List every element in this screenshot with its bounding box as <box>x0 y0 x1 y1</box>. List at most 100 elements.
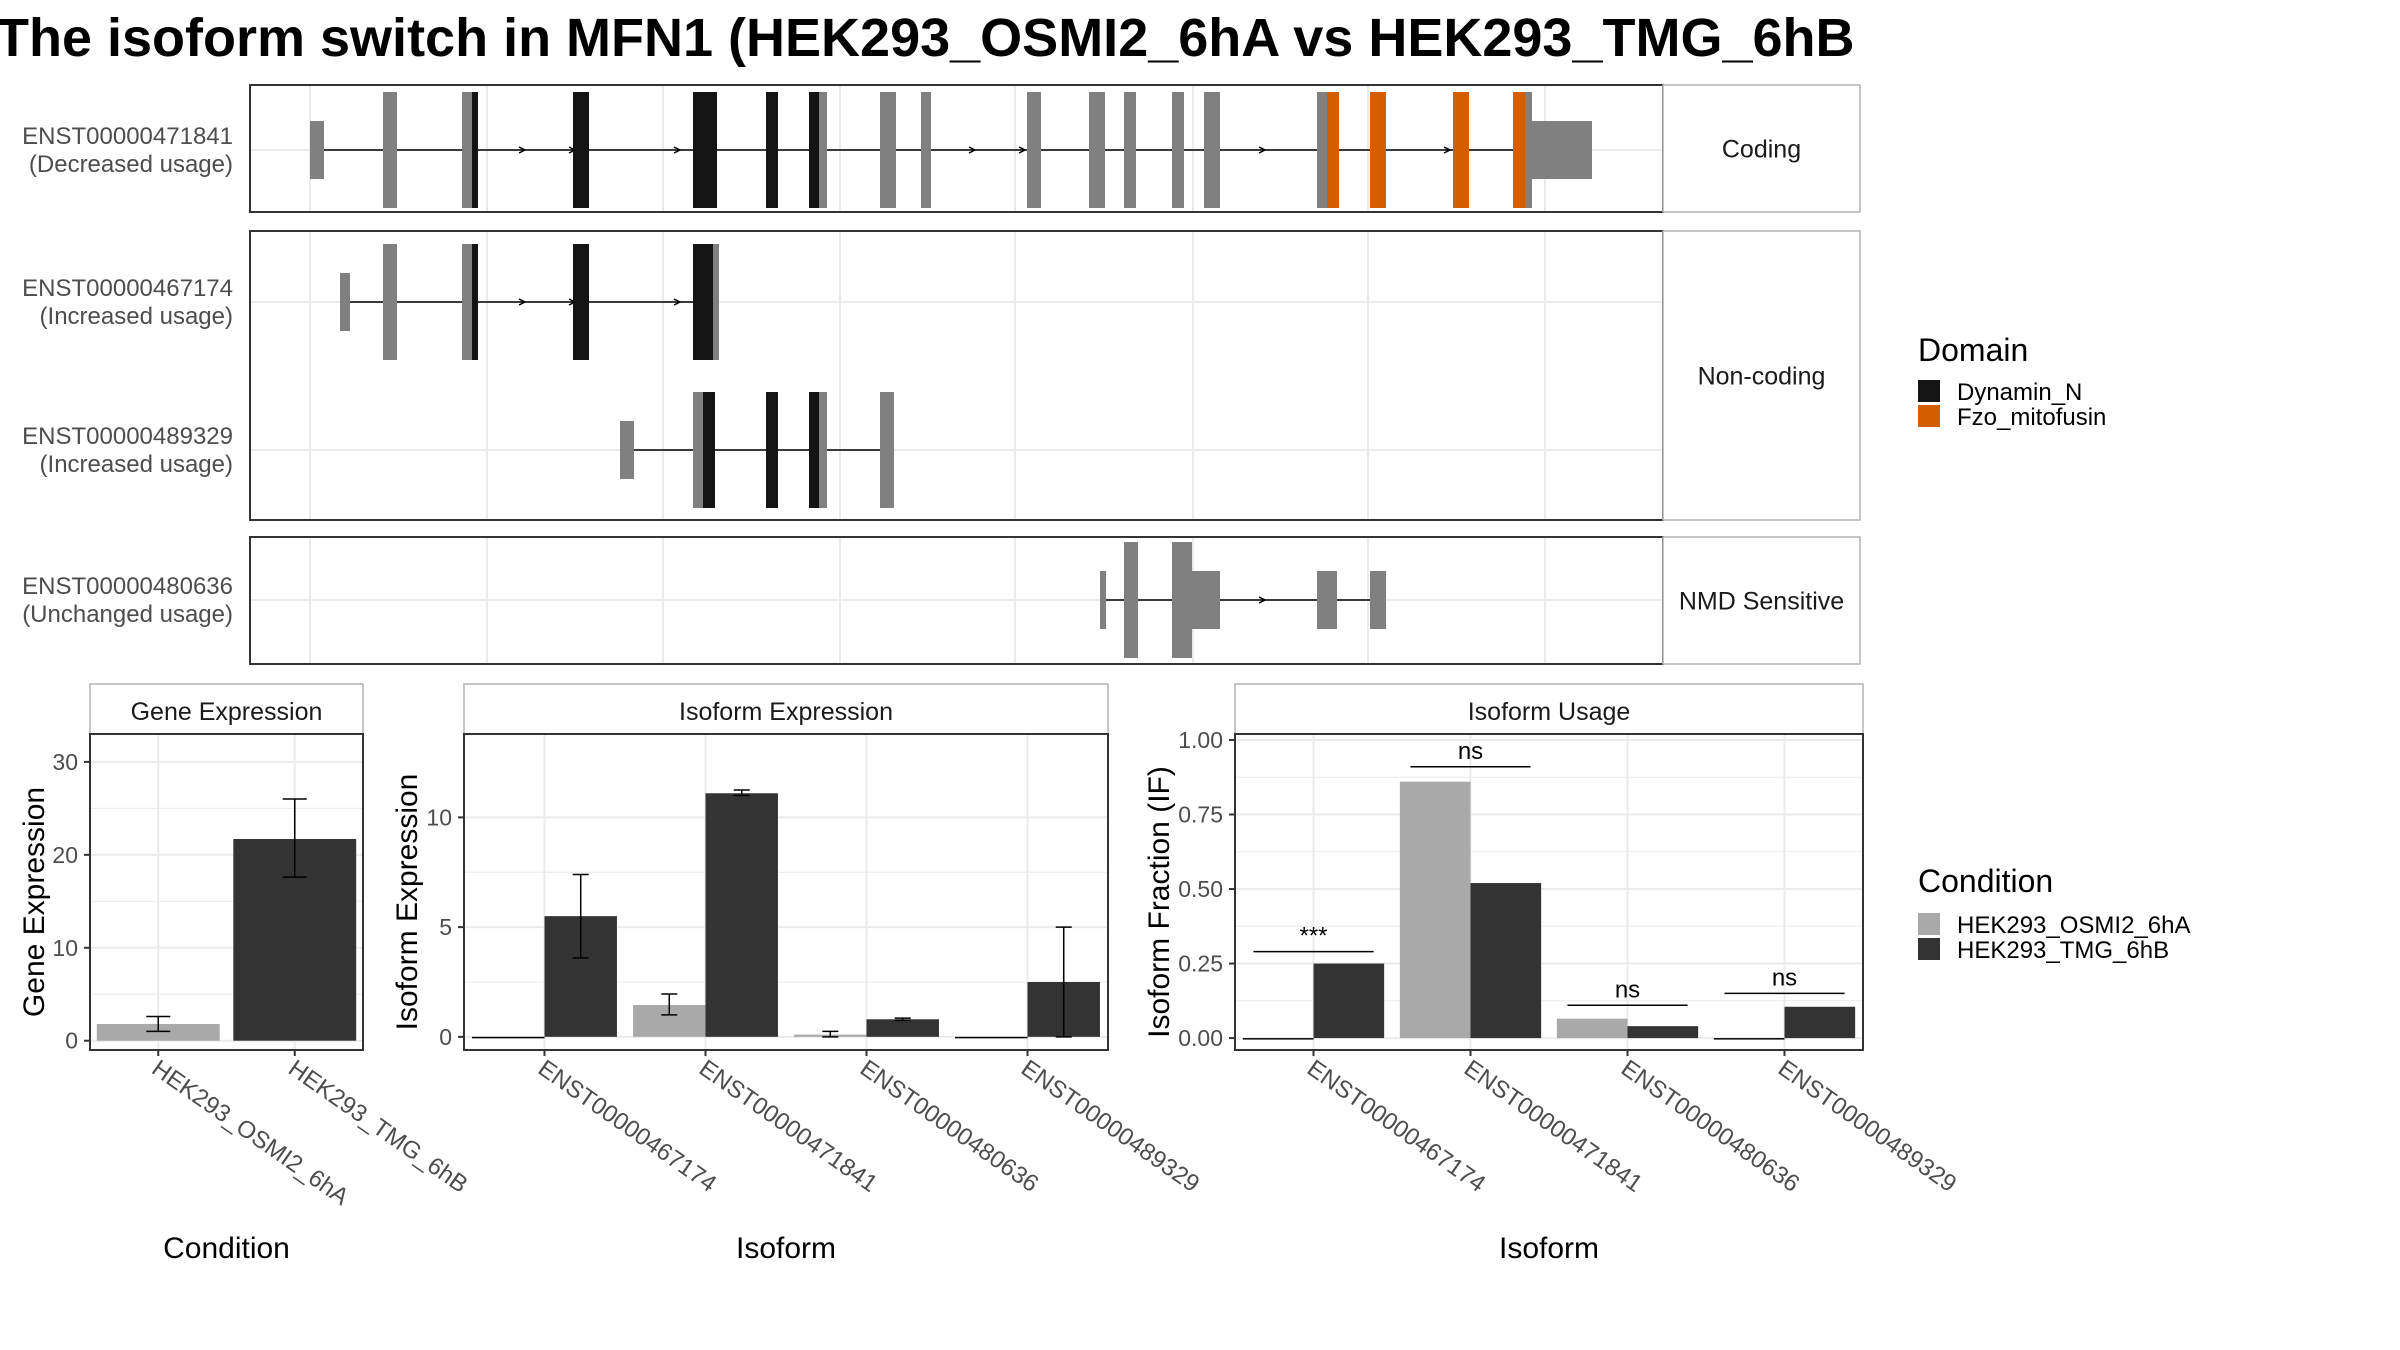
transcript-row: ENST00000467174(Increased usage) <box>22 244 719 360</box>
exon <box>1370 92 1386 208</box>
exon <box>1525 92 1532 208</box>
bar-chart-isoform-expression: Isoform Expression0510ENST00000467174ENS… <box>391 683 1204 1265</box>
transcript-usage-label: (Unchanged usage) <box>22 601 233 628</box>
y-axis-title: Isoform Expression <box>391 774 424 1031</box>
y-tick-label: 0.50 <box>1178 876 1223 902</box>
exon <box>1453 92 1469 208</box>
transcript-usage-label: (Decreased usage) <box>29 151 233 178</box>
exon <box>766 392 778 508</box>
exon <box>921 92 931 208</box>
x-tick-label: ENST00000467174 <box>533 1055 721 1198</box>
panel-background <box>250 231 1663 520</box>
y-tick-label: 5 <box>439 914 452 940</box>
y-tick-label: 10 <box>426 804 452 830</box>
significance-label: ns <box>1615 976 1640 1003</box>
strand-arrow <box>673 298 682 306</box>
exon <box>310 121 324 179</box>
panel-border <box>89 733 364 1051</box>
exon <box>472 244 478 360</box>
exon <box>383 244 397 360</box>
exon <box>1172 542 1192 658</box>
x-tick-label: ENST00000489329 <box>1016 1055 1204 1198</box>
exon <box>1327 92 1339 208</box>
x-tick-label: ENST00000480636 <box>855 1055 1043 1198</box>
exon <box>1172 92 1184 208</box>
transcript-id-label: ENST00000467174 <box>22 275 233 302</box>
transcript-usage-label: (Increased usage) <box>40 451 233 478</box>
transcript-panel-nmd-sensitive: NMD Sensitive ENST00000480636(Unchanged u… <box>22 536 1861 665</box>
exon <box>819 392 827 508</box>
legend-label: HEK293_TMG_6hB <box>1957 937 2169 964</box>
exon <box>1204 92 1220 208</box>
bar <box>1242 1038 1314 1040</box>
panel-border <box>1234 733 1864 1051</box>
x-axis-title: Isoform <box>736 1232 836 1265</box>
legend-swatch <box>1918 405 1940 427</box>
bar <box>1784 1006 1856 1039</box>
bar <box>472 1036 545 1039</box>
panel-border <box>463 733 1109 1051</box>
exon <box>880 92 896 208</box>
transcript-usage-label: (Increased usage) <box>40 303 233 330</box>
chart-title: Isoform Usage <box>1468 698 1631 726</box>
exon <box>1513 92 1525 208</box>
strand-arrow <box>518 146 527 154</box>
y-tick-label: 10 <box>52 935 78 961</box>
exon <box>1124 92 1136 208</box>
x-axis-title: Condition <box>163 1232 290 1265</box>
exon <box>880 392 894 508</box>
exon <box>573 244 589 360</box>
transcript-id-label: ENST00000471841 <box>22 123 233 150</box>
significance-label: ns <box>1772 964 1797 991</box>
legend-label: Dynamin_N <box>1957 379 2082 406</box>
facet-label: Coding <box>1722 136 1801 164</box>
y-tick-label: 0.00 <box>1178 1025 1223 1051</box>
strand-arrow <box>673 146 682 154</box>
strand-arrow <box>968 146 977 154</box>
bar <box>1627 1026 1699 1039</box>
exon <box>1192 571 1220 629</box>
exon <box>620 421 634 479</box>
transcript-row: ENST00000489329(Increased usage) <box>22 392 894 508</box>
domain-legend-title: Domain <box>1918 332 2028 368</box>
exon <box>703 392 715 508</box>
chart-title: Gene Expression <box>131 698 323 726</box>
significance-label: ns <box>1458 738 1483 765</box>
facet-strip <box>89 683 364 735</box>
exon <box>1124 542 1138 658</box>
exon <box>809 392 821 508</box>
exon <box>573 92 589 208</box>
transcript-panel-coding: Coding ENST00000471841(Decreased usage) <box>22 84 1861 213</box>
exon <box>340 273 350 331</box>
bar-chart-isoform-usage: Isoform Usage 0.00 0.25 0.50 0.75 1.00 *** ns ns… <box>1143 683 1961 1265</box>
y-tick-label: 0 <box>65 1028 78 1054</box>
facet-label: Non-coding <box>1698 363 1826 391</box>
exon <box>1532 121 1592 179</box>
exon <box>1370 571 1386 629</box>
exon <box>693 244 713 360</box>
panel-background <box>250 85 1663 212</box>
y-tick-label: 1.00 <box>1178 727 1223 753</box>
exon <box>693 392 703 508</box>
strand-arrow <box>1258 596 1267 604</box>
bar <box>1313 963 1385 1039</box>
bar <box>705 793 778 1037</box>
bar <box>1470 883 1542 1039</box>
bar <box>1556 1018 1628 1039</box>
exon <box>472 92 478 208</box>
exon <box>383 92 397 208</box>
transcript-row: ENST00000471841(Decreased usage) <box>22 92 1592 208</box>
facet-strip <box>1662 536 1861 665</box>
y-tick-label: 0.75 <box>1178 801 1223 827</box>
facet-label: NMD Sensitive <box>1679 588 1844 616</box>
significance-label: *** <box>1299 923 1327 950</box>
strand-arrow <box>518 298 527 306</box>
exon <box>1317 571 1337 629</box>
exon <box>693 92 717 208</box>
legend-swatch <box>1918 913 1940 935</box>
bar-chart-panels: Gene Expression0102030HEK293_OSMI2_6hAHE… <box>18 683 1961 1265</box>
transcript-id-label: ENST00000489329 <box>22 423 233 450</box>
bar <box>866 1019 939 1037</box>
